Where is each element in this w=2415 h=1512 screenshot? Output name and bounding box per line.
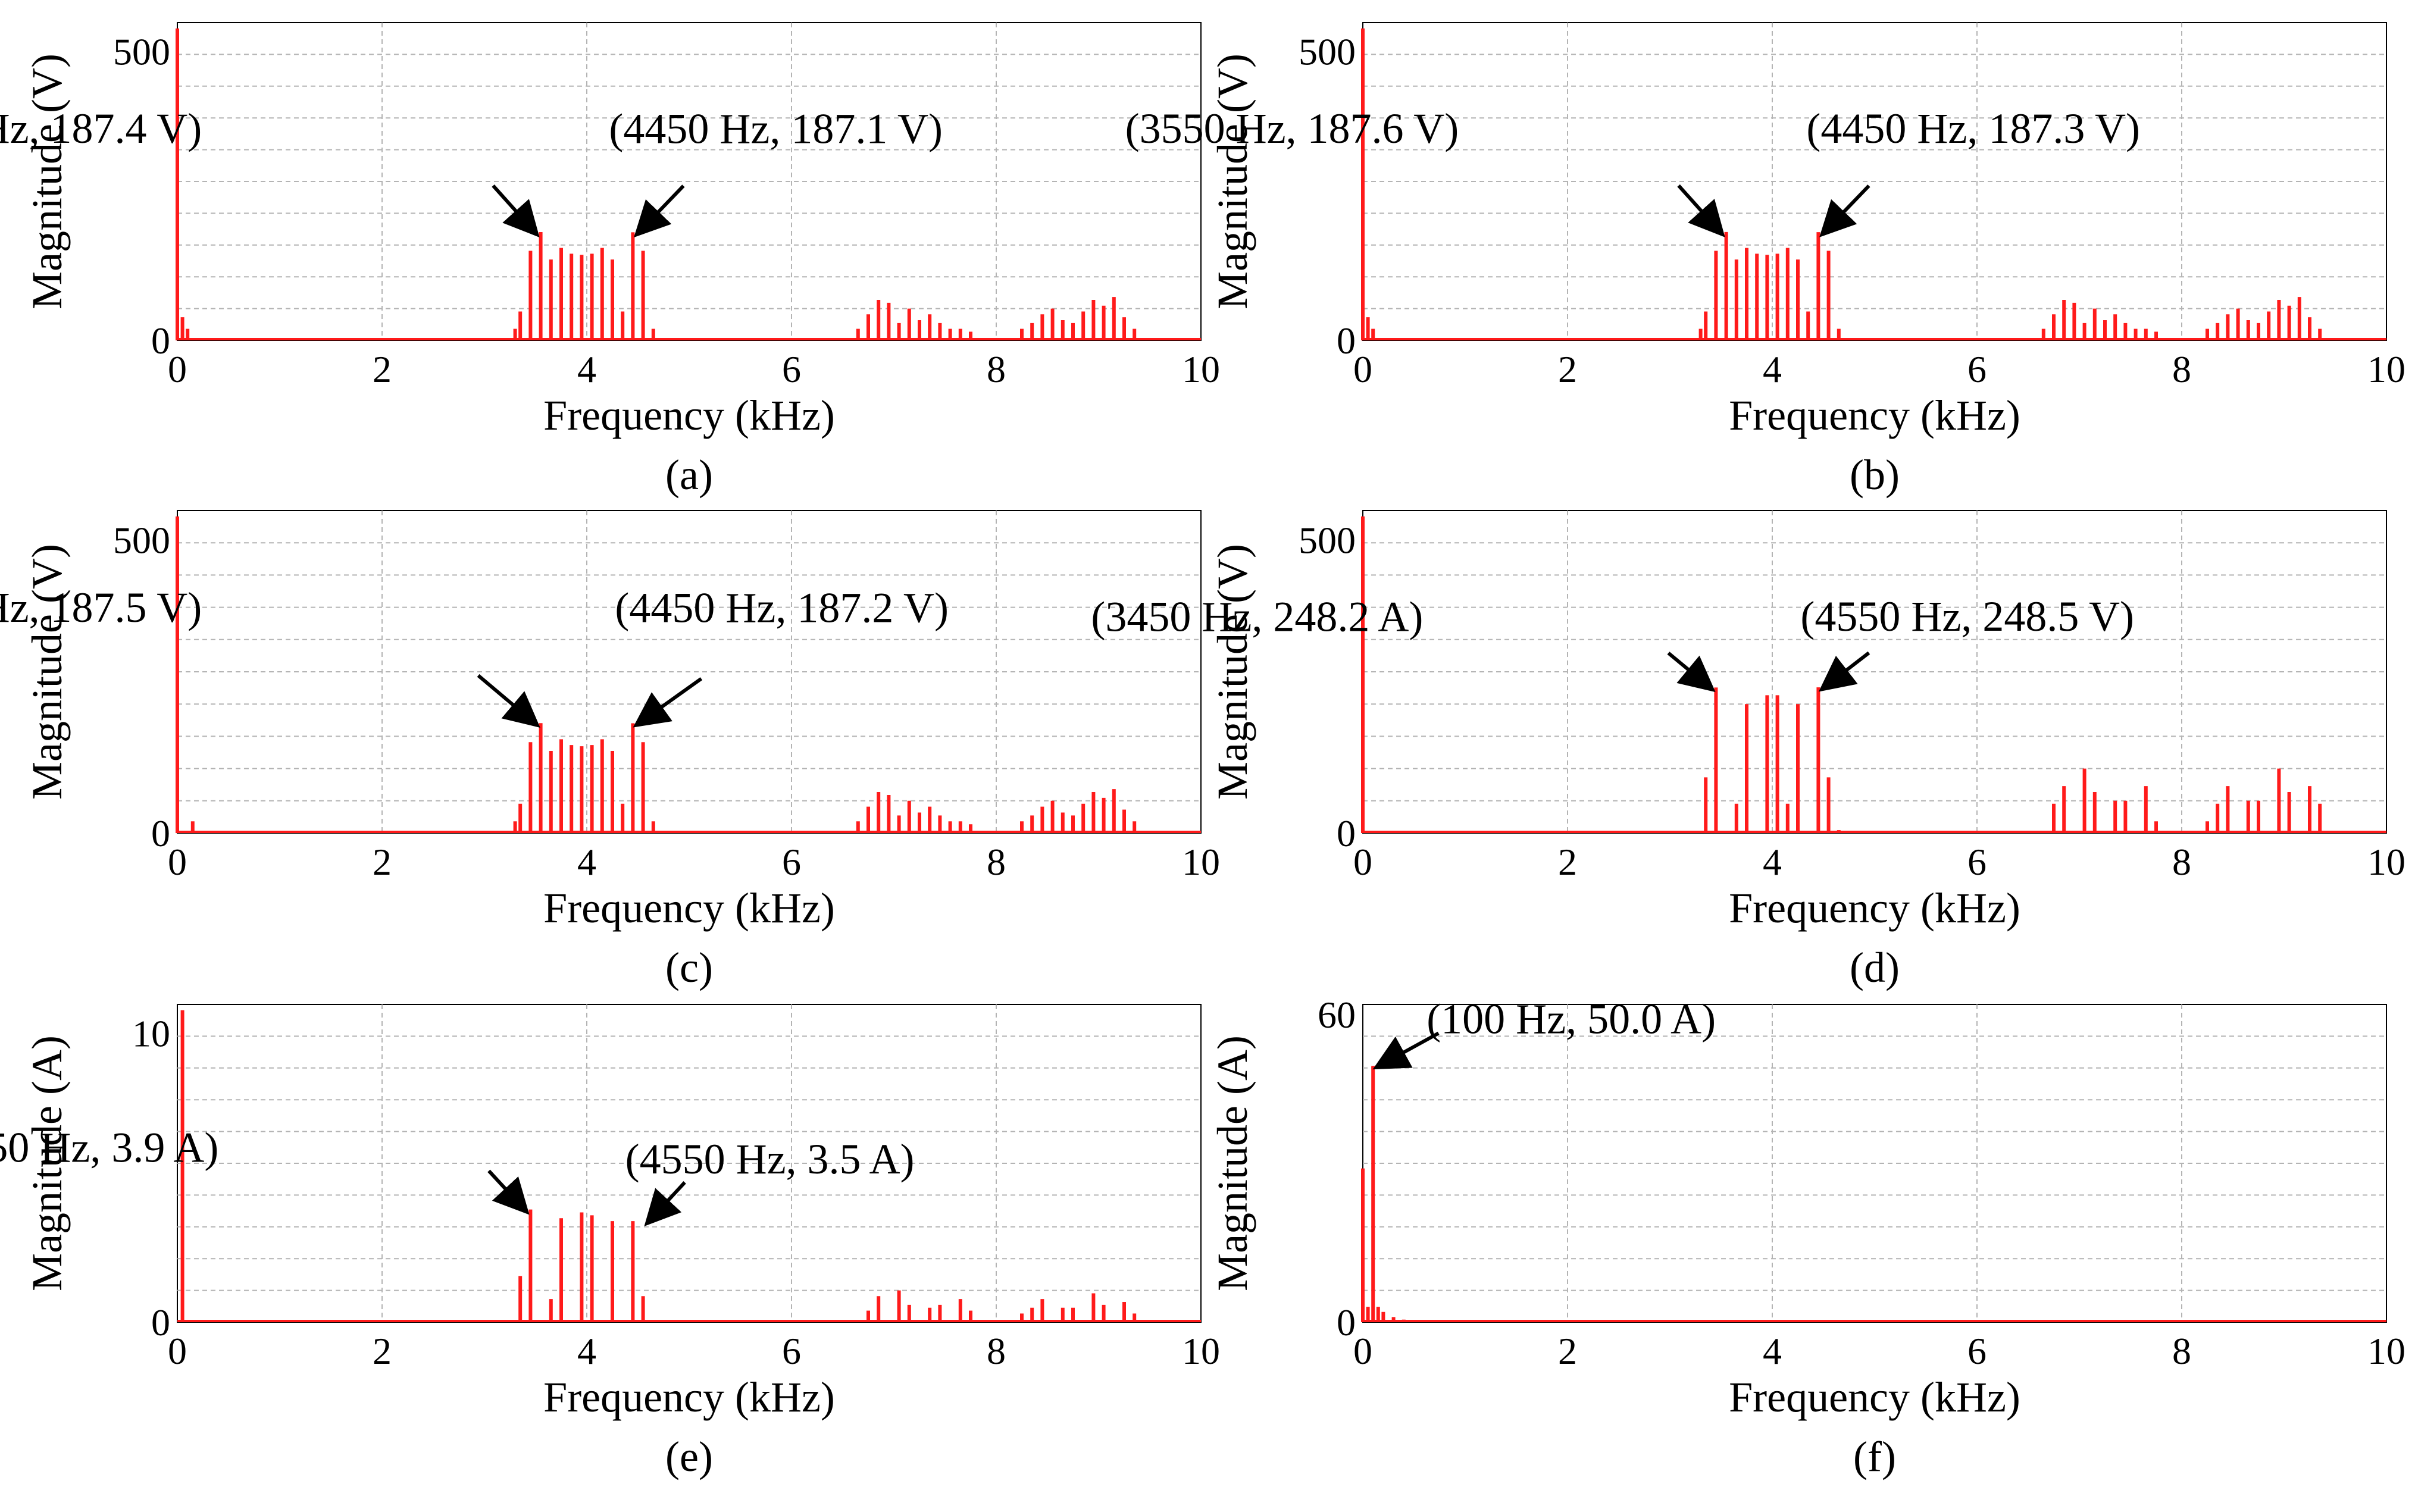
x-tick-label: 0 xyxy=(168,841,187,883)
y-axis-label: Magnitude (V) xyxy=(23,54,71,309)
x-tick-label: 8 xyxy=(987,1330,1006,1372)
peak-annotation: (3550 Hz, 187.6 V) xyxy=(1125,105,1459,152)
x-tick-label: 4 xyxy=(577,1330,596,1372)
x-tick-label: 0 xyxy=(1353,348,1372,390)
y-axis-label: Magnitude (A) xyxy=(1209,1035,1256,1291)
x-tick-label: 4 xyxy=(1763,1330,1782,1372)
x-tick-label: 4 xyxy=(1763,348,1782,390)
x-tick-label: 6 xyxy=(782,841,801,883)
x-axis-label: Frequency (kHz) xyxy=(1729,1373,2020,1421)
x-tick-label: 8 xyxy=(987,348,1006,390)
annotation-arrow xyxy=(487,1169,530,1215)
x-tick-label: 4 xyxy=(577,841,596,883)
x-tick-label: 10 xyxy=(1182,348,1220,390)
y-axis-label: Magnitude (V) xyxy=(1209,54,1256,309)
x-tick-label: 4 xyxy=(577,348,596,390)
x-tick-label: 0 xyxy=(1353,841,1372,883)
x-tick-label: 8 xyxy=(2172,1330,2191,1372)
x-tick-label: 2 xyxy=(1558,841,1577,883)
x-tick-label: 0 xyxy=(168,1330,187,1372)
peak-annotation: (3450 Hz, 3.9 A) xyxy=(0,1124,218,1172)
x-tick-label: 6 xyxy=(782,348,801,390)
x-tick-label: 2 xyxy=(1558,348,1577,390)
y-tick-label: 0 xyxy=(151,812,170,854)
x-axis-label: Frequency (kHz) xyxy=(543,884,835,932)
y-tick-label: 0 xyxy=(1337,812,1356,854)
x-tick-label: 10 xyxy=(2367,841,2405,883)
annotation-arrow xyxy=(1667,652,1716,693)
peak-annotation: (4550 Hz, 248.5 V) xyxy=(1800,593,2134,640)
x-tick-label: 10 xyxy=(1182,841,1220,883)
x-axis-label: Frequency (kHz) xyxy=(543,392,835,439)
y-tick-label: 500 xyxy=(1299,519,1356,561)
y-tick-label: 500 xyxy=(113,31,170,73)
peak-annotation: (4450 Hz, 187.2 V) xyxy=(615,584,949,632)
annotation-arrow xyxy=(477,674,540,728)
y-axis-label: Magnitude (V) xyxy=(23,544,71,800)
y-tick-label: 0 xyxy=(1337,1301,1356,1344)
subfigure-caption: (a) xyxy=(665,451,713,499)
peak-annotation: (3550 Hz, 187.4 V) xyxy=(0,105,202,152)
x-tick-label: 6 xyxy=(1967,348,1987,390)
subfigure-caption: (c) xyxy=(665,944,713,991)
annotation-arrow xyxy=(644,1181,686,1226)
x-tick-label: 0 xyxy=(1353,1330,1372,1372)
x-tick-label: 8 xyxy=(2172,348,2191,390)
annotation-arrow xyxy=(1818,651,1870,692)
x-tick-label: 6 xyxy=(1967,841,1987,883)
x-tick-label: 0 xyxy=(168,348,187,390)
subfigure-caption: (b) xyxy=(1850,451,1900,499)
subfigure-caption: (e) xyxy=(665,1433,713,1480)
peak-annotation: (3450 Hz, 248.2 A) xyxy=(1091,593,1423,640)
y-tick-label: 0 xyxy=(151,1301,170,1344)
y-axis-label: Magnitude (V) xyxy=(1209,544,1256,800)
y-tick-label: 500 xyxy=(113,519,170,561)
chart-panel-f: 0 2 4 6 8 10 0 60 Frequency (kHz) Magnitude (A) (f… xyxy=(1209,994,2405,1480)
x-tick-label: 8 xyxy=(2172,841,2191,883)
annotation-arrow xyxy=(1677,184,1725,237)
x-tick-label: 2 xyxy=(373,348,392,390)
x-axis-label: Frequency (kHz) xyxy=(1729,392,2020,439)
annotation-arrow xyxy=(1819,184,1870,237)
y-axis-label: Magnitude (A) xyxy=(23,1035,71,1291)
peak-annotation: (4550 Hz, 3.5 A) xyxy=(625,1135,915,1183)
subfigure-caption: (f) xyxy=(1853,1433,1896,1480)
annotation-arrow xyxy=(634,184,685,237)
x-tick-label: 2 xyxy=(373,1330,392,1372)
x-tick-label: 10 xyxy=(2367,348,2405,390)
annotation-arrow xyxy=(1372,1031,1440,1070)
x-tick-label: 6 xyxy=(1967,1330,1987,1372)
y-tick-label: 60 xyxy=(1318,994,1356,1036)
y-tick-label: 500 xyxy=(1299,31,1356,73)
chart-panel-e: 0 2 4 6 8 10 0 10 Frequency (kHz) Magnitude (A) (e… xyxy=(0,1004,1220,1480)
y-tick-label: 0 xyxy=(1337,320,1356,362)
x-tick-label: 6 xyxy=(782,1330,801,1372)
x-tick-label: 2 xyxy=(1558,1330,1577,1372)
x-axis-label: Frequency (kHz) xyxy=(543,1373,835,1421)
subfigure-caption: (d) xyxy=(1850,944,1900,991)
x-tick-label: 10 xyxy=(2367,1330,2405,1372)
y-tick-label: 10 xyxy=(132,1013,170,1055)
x-tick-label: 4 xyxy=(1763,841,1782,883)
x-tick-label: 2 xyxy=(373,841,392,883)
peak-annotation: (3550 Hz, 187.5 V) xyxy=(0,584,202,631)
annotation-arrow xyxy=(492,184,540,237)
peak-annotation: (100 Hz, 50.0 A) xyxy=(1427,995,1716,1043)
peak-annotation: (4450 Hz, 187.3 V) xyxy=(1806,105,2140,152)
x-axis-label: Frequency (kHz) xyxy=(1729,884,2020,932)
y-tick-label: 0 xyxy=(151,320,170,362)
annotation-arrow xyxy=(633,677,703,728)
x-tick-label: 8 xyxy=(987,841,1006,883)
peak-annotation: (4450 Hz, 187.1 V) xyxy=(609,105,943,152)
x-tick-label: 10 xyxy=(1182,1330,1220,1372)
